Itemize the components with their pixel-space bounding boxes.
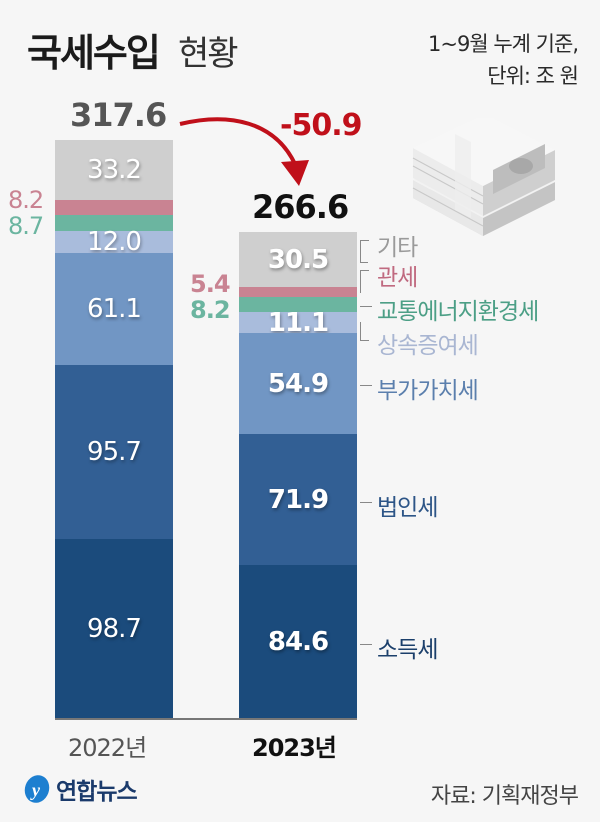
segment-other-2023: 30.5 (239, 232, 357, 287)
segment-customs-2023 (239, 287, 357, 297)
legend-corporate: 법인세 (377, 495, 438, 521)
segment-corporate-2022: 95.7 (55, 365, 173, 539)
customs-value-2023: 5.4 (190, 270, 231, 298)
legend-customs: 관세 (377, 265, 418, 291)
bar-2022: 33.2 12.0 61.1 95.7 98.7 (55, 140, 173, 718)
legend-inheritance: 상속증여세 (377, 333, 479, 359)
customs-value-2022: 8.2 (8, 186, 44, 214)
segment-vat-2022: 61.1 (55, 253, 173, 365)
legend-transport: 교통에너지환경세 (377, 299, 539, 325)
leader-other-h (360, 262, 368, 263)
transport-value-2022: 8.7 (8, 212, 44, 240)
bar-2023: 30.5 11.1 54.9 71.9 84.6 (239, 232, 357, 718)
segment-transport-2022 (55, 215, 173, 231)
leader-inheritance (360, 322, 369, 341)
note-period: 1~9월 누계 기준, (428, 32, 579, 56)
segment-corporate-2023: 71.9 (239, 434, 357, 565)
legend-vat: 부가가치세 (377, 378, 479, 404)
svg-text:y: y (30, 780, 41, 800)
leader-customs (360, 270, 369, 293)
leader-corporate (360, 502, 372, 503)
total-2022: 317.6 (70, 96, 167, 134)
segment-income-2023: 84.6 (239, 565, 357, 718)
year-label-2023: 2023년 (252, 734, 337, 762)
year-label-2022: 2022년 (68, 734, 147, 762)
money-stack-icon (412, 118, 555, 236)
yonhap-logo: y 연합뉴스 (22, 772, 138, 806)
note-unit: 단위: 조 원 (487, 64, 579, 88)
segment-vat-2023: 54.9 (239, 333, 357, 434)
leader-transport (360, 306, 372, 307)
decrease-arrow-icon (179, 117, 309, 186)
segment-income-2022: 98.7 (55, 539, 173, 718)
leader-other (360, 240, 369, 263)
segment-inheritance-2022: 12.0 (55, 227, 173, 257)
leader-vat (360, 385, 372, 386)
chart-title: 국세수입 (27, 31, 161, 75)
legend-other: 기타 (377, 235, 418, 261)
segment-customs-2022 (55, 200, 173, 215)
segment-other-2022: 33.2 (55, 140, 173, 200)
chart-title-sub: 현황 (178, 34, 239, 74)
logo-text: 연합뉴스 (56, 779, 138, 805)
source-note: 자료: 기획재정부 (430, 784, 579, 809)
yonhap-globe-icon: y (24, 775, 50, 803)
segment-inheritance-2023: 11.1 (239, 308, 357, 338)
unit-note: 1~9월 누계 기준, 단위: 조 원 (428, 28, 579, 92)
legend-income: 소득세 (377, 637, 438, 663)
change-value: -50.9 (280, 108, 362, 143)
segment-transport-2023 (239, 297, 357, 312)
total-2023: 266.6 (252, 188, 349, 226)
x-axis (55, 718, 357, 720)
transport-value-2023: 8.2 (190, 296, 231, 324)
leader-income (360, 644, 372, 645)
